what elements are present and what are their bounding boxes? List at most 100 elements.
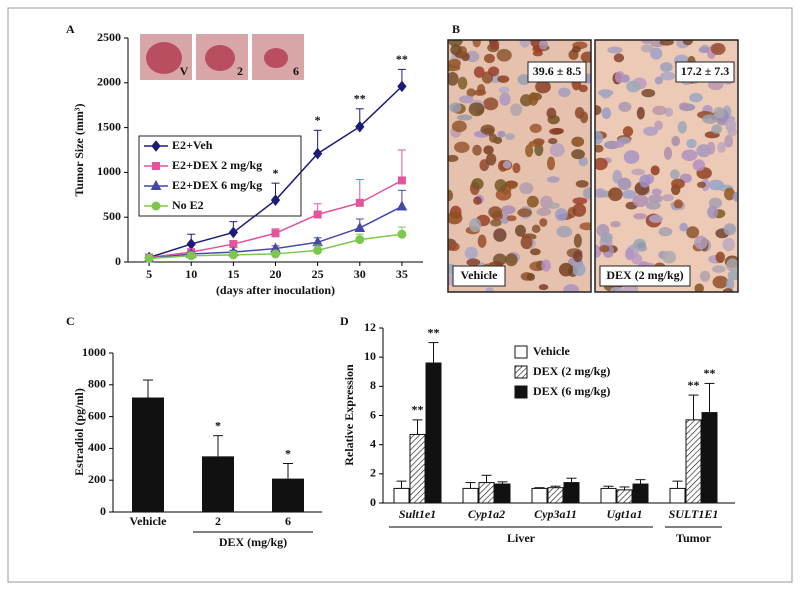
cell-nucleus bbox=[724, 187, 735, 201]
cell-nucleus bbox=[580, 51, 591, 63]
cell-nucleus bbox=[671, 178, 685, 189]
cell-nucleus bbox=[448, 71, 459, 86]
cell-nucleus bbox=[712, 265, 726, 273]
cell-nucleus bbox=[595, 188, 606, 199]
cell-nucleus bbox=[488, 66, 500, 77]
cell-nucleus bbox=[686, 138, 697, 149]
point bbox=[186, 238, 196, 250]
y-tick-label: 500 bbox=[103, 209, 121, 223]
point bbox=[151, 201, 161, 211]
y-tick-label: 2500 bbox=[97, 30, 121, 44]
panel-label: C bbox=[66, 314, 75, 328]
bar bbox=[669, 487, 686, 504]
x-tick-label: 2 bbox=[215, 514, 221, 528]
cell-nucleus bbox=[546, 176, 560, 183]
cell-nucleus bbox=[536, 207, 552, 216]
cell-nucleus bbox=[546, 156, 556, 171]
cell-nucleus bbox=[572, 262, 586, 277]
cell-nucleus bbox=[538, 40, 548, 50]
bar bbox=[632, 483, 649, 504]
cell-nucleus bbox=[517, 74, 531, 86]
cell-nucleus bbox=[673, 199, 683, 209]
cell-nucleus bbox=[643, 126, 658, 137]
cell-nucleus bbox=[473, 196, 482, 205]
cell-nucleus bbox=[489, 133, 498, 143]
cell-nucleus bbox=[485, 287, 494, 292]
cell-nucleus bbox=[496, 48, 512, 62]
cell-nucleus bbox=[512, 162, 521, 174]
cell-nucleus bbox=[519, 182, 534, 195]
cell-nucleus bbox=[575, 180, 589, 188]
bar bbox=[563, 482, 580, 504]
tumor-photo bbox=[205, 45, 235, 71]
cell-nucleus bbox=[528, 140, 544, 147]
cell-nucleus bbox=[579, 222, 591, 231]
cell-nucleus bbox=[654, 76, 663, 85]
bar bbox=[494, 483, 511, 504]
cell-nucleus bbox=[505, 253, 518, 267]
cell-nucleus bbox=[671, 135, 680, 147]
y-axis-label: Tumor Size (mm³) bbox=[72, 104, 86, 197]
cell-nucleus bbox=[633, 213, 647, 220]
cell-nucleus bbox=[682, 40, 693, 46]
point bbox=[355, 120, 365, 133]
cell-nucleus bbox=[448, 189, 454, 202]
cell-nucleus bbox=[488, 206, 503, 219]
inset-label: 6 bbox=[293, 64, 299, 78]
cell-nucleus bbox=[732, 191, 738, 202]
y-tick-label: 2 bbox=[370, 466, 376, 480]
legend-label: DEX (6 mg/kg) bbox=[533, 384, 610, 398]
cell-nucleus bbox=[541, 259, 552, 272]
y-tick-label: 0 bbox=[370, 495, 376, 509]
cell-nucleus bbox=[686, 226, 700, 239]
bar bbox=[685, 419, 702, 504]
image-value: 17.2 ± 7.3 bbox=[681, 64, 730, 78]
cell-nucleus bbox=[699, 270, 711, 282]
cell-nucleus bbox=[493, 228, 507, 242]
group-label: Tumor bbox=[676, 531, 712, 545]
point bbox=[397, 229, 407, 239]
cell-nucleus bbox=[613, 53, 625, 63]
legend-swatch bbox=[514, 385, 528, 399]
cell-nucleus bbox=[707, 205, 719, 219]
cell-nucleus bbox=[710, 42, 726, 56]
cell-nucleus bbox=[722, 288, 734, 292]
cell-nucleus bbox=[706, 141, 716, 155]
legend-label: E2+DEX 6 mg/kg bbox=[172, 178, 262, 192]
cell-nucleus bbox=[724, 135, 734, 148]
cell-nucleus bbox=[480, 124, 495, 135]
cell-nucleus bbox=[501, 205, 516, 215]
point bbox=[313, 147, 323, 160]
significance: ** bbox=[396, 52, 408, 66]
cell-nucleus bbox=[600, 90, 611, 99]
y-tick-label: 0 bbox=[100, 504, 106, 518]
cell-nucleus bbox=[531, 224, 541, 233]
y-tick-label: 8 bbox=[370, 378, 376, 392]
cell-nucleus bbox=[609, 286, 624, 292]
cell-nucleus bbox=[578, 84, 588, 93]
bar bbox=[547, 487, 564, 504]
cell-nucleus bbox=[466, 88, 476, 97]
legend-label: E2+Veh bbox=[172, 138, 213, 152]
cell-nucleus bbox=[528, 92, 539, 106]
cell-nucleus bbox=[526, 195, 539, 208]
cell-nucleus bbox=[454, 141, 470, 153]
cell-nucleus bbox=[595, 157, 608, 171]
cell-nucleus bbox=[670, 169, 680, 180]
cell-nucleus bbox=[558, 262, 574, 277]
y-tick-label: 1500 bbox=[97, 119, 121, 133]
cell-nucleus bbox=[621, 189, 637, 199]
x-tick-label: Cyp1a2 bbox=[468, 507, 505, 521]
cell-nucleus bbox=[497, 130, 506, 138]
x-axis-label: (days after inoculation) bbox=[216, 283, 335, 297]
y-tick-label: 400 bbox=[88, 440, 106, 454]
cell-nucleus bbox=[448, 40, 463, 47]
image-label: Vehicle bbox=[461, 268, 499, 282]
cell-nucleus bbox=[663, 146, 673, 160]
point bbox=[355, 235, 365, 245]
x-tick-label: Ugt1a1 bbox=[607, 507, 643, 521]
cell-nucleus bbox=[726, 258, 738, 272]
cell-nucleus bbox=[650, 165, 660, 176]
cell-nucleus bbox=[696, 181, 707, 188]
